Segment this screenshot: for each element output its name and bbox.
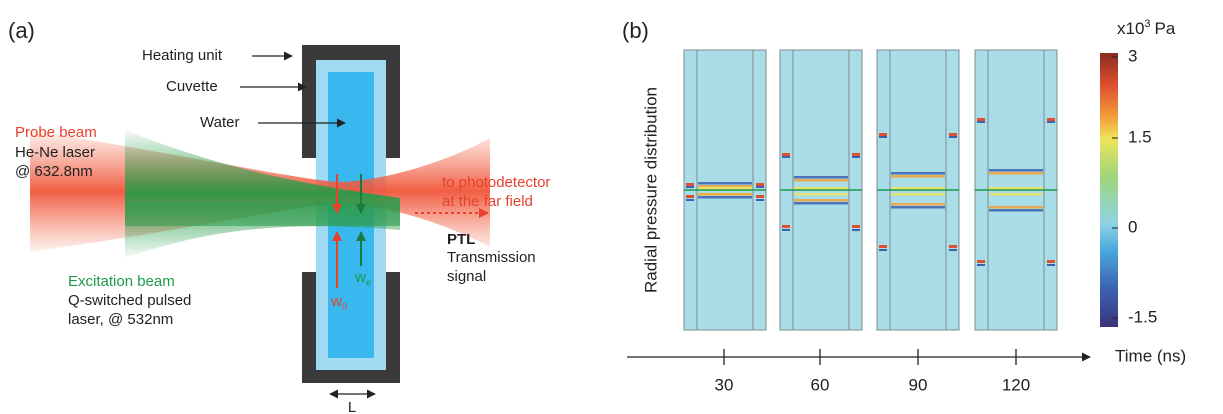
edge-wave: [949, 245, 957, 248]
edge-wave: [977, 118, 985, 121]
edge-wave: [879, 249, 887, 251]
label: to photodetector: [442, 174, 550, 191]
edge-wave: [756, 186, 764, 188]
pressure-band: [698, 196, 752, 199]
edge-wave: [977, 264, 985, 266]
x-label: Time (ns): [1115, 346, 1186, 365]
label: Q-switched pulsed: [68, 292, 191, 309]
edge-wave: [756, 199, 764, 201]
symbol: w: [354, 269, 366, 286]
edge-wave: [852, 156, 860, 158]
edge-wave: [782, 225, 790, 228]
symbol: w: [330, 293, 342, 310]
pressure-band: [794, 199, 848, 202]
panel-label: (a): [8, 18, 35, 43]
tick-label: 60: [811, 375, 830, 394]
pressure-band: [698, 185, 752, 188]
panel-b: (b) Radial pressure distribution Time (n…: [622, 18, 1186, 395]
edge-wave: [977, 260, 985, 263]
panel-label: (b): [622, 18, 649, 43]
pressure-band: [794, 202, 848, 205]
heater-top: [302, 45, 400, 158]
colorbar-label: -1.5: [1128, 307, 1157, 326]
edge-wave: [756, 183, 764, 186]
label: PTL: [447, 231, 475, 248]
label: signal: [447, 268, 486, 285]
edge-wave: [852, 225, 860, 228]
subscript: e: [366, 277, 371, 287]
pressure-band: [891, 206, 945, 209]
tick-label: 90: [909, 375, 928, 394]
edge-wave: [686, 183, 694, 186]
edge-wave: [1047, 121, 1055, 123]
edge-wave: [1047, 264, 1055, 266]
pressure-band: [698, 187, 752, 190]
pressure-band: [794, 193, 848, 196]
edge-wave: [782, 229, 790, 231]
y-label: Radial pressure distribution: [641, 87, 660, 293]
unit: Pa: [1155, 19, 1176, 38]
edge-wave: [756, 195, 764, 198]
heater-bottom: [302, 272, 400, 383]
edge-wave: [1047, 260, 1055, 263]
edge-wave: [949, 133, 957, 136]
edge-wave: [977, 121, 985, 123]
label: He-Ne laser: [15, 144, 95, 161]
pressure-band: [989, 187, 1043, 190]
edge-wave: [782, 156, 790, 158]
label: Heating unit: [142, 47, 223, 64]
pressure-band: [989, 206, 1043, 209]
edge-wave: [879, 245, 887, 248]
edge-wave: [879, 133, 887, 136]
label: Cuvette: [166, 78, 218, 95]
pressure-band: [989, 193, 1043, 196]
label: Transmission: [447, 249, 536, 266]
label: at the far field: [442, 193, 533, 210]
colorbar-label: 0: [1128, 217, 1137, 236]
exponent: 3: [1144, 18, 1150, 30]
subscript: 0: [342, 301, 347, 311]
edge-wave: [686, 195, 694, 198]
pressure-band: [989, 172, 1043, 175]
excitation-core: [125, 202, 400, 226]
panel-a: (a) Heating unit Cuvette Water Probe bea…: [8, 18, 550, 414]
edge-wave: [686, 186, 694, 188]
edge-wave: [782, 153, 790, 156]
edge-wave: [949, 136, 957, 138]
edge-wave: [852, 153, 860, 156]
edge-wave: [949, 249, 957, 251]
pressure-band: [794, 187, 848, 190]
pressure-band: [698, 193, 752, 196]
pressure-band: [891, 172, 945, 175]
edge-wave: [1047, 118, 1055, 121]
colorbar-label: 3: [1128, 46, 1137, 65]
pressure-band: [891, 193, 945, 196]
pressure-band: [794, 179, 848, 182]
label: L: [348, 399, 356, 414]
pressure-band: [891, 187, 945, 190]
pressure-band: [989, 169, 1043, 172]
prefix: x10: [1117, 19, 1144, 38]
tick-label: 120: [1002, 375, 1030, 394]
edge-wave: [879, 136, 887, 138]
tick-label: 30: [715, 375, 734, 394]
edge-wave: [852, 229, 860, 231]
pressure-band: [891, 203, 945, 206]
label: Probe beam: [15, 124, 97, 141]
pressure-band: [794, 176, 848, 179]
label: Water: [200, 114, 239, 131]
label: laser, @ 532nm: [68, 311, 173, 328]
colorbar-title: x103 Pa: [1117, 18, 1176, 39]
pressure-band: [698, 182, 752, 185]
colorbar: [1100, 53, 1118, 327]
pressure-band: [989, 209, 1043, 212]
colorbar-label: 1.5: [1128, 127, 1152, 146]
label: Excitation beam: [68, 273, 175, 290]
label: @ 632.8nm: [15, 163, 93, 180]
pressure-band: [891, 175, 945, 178]
edge-wave: [686, 199, 694, 201]
